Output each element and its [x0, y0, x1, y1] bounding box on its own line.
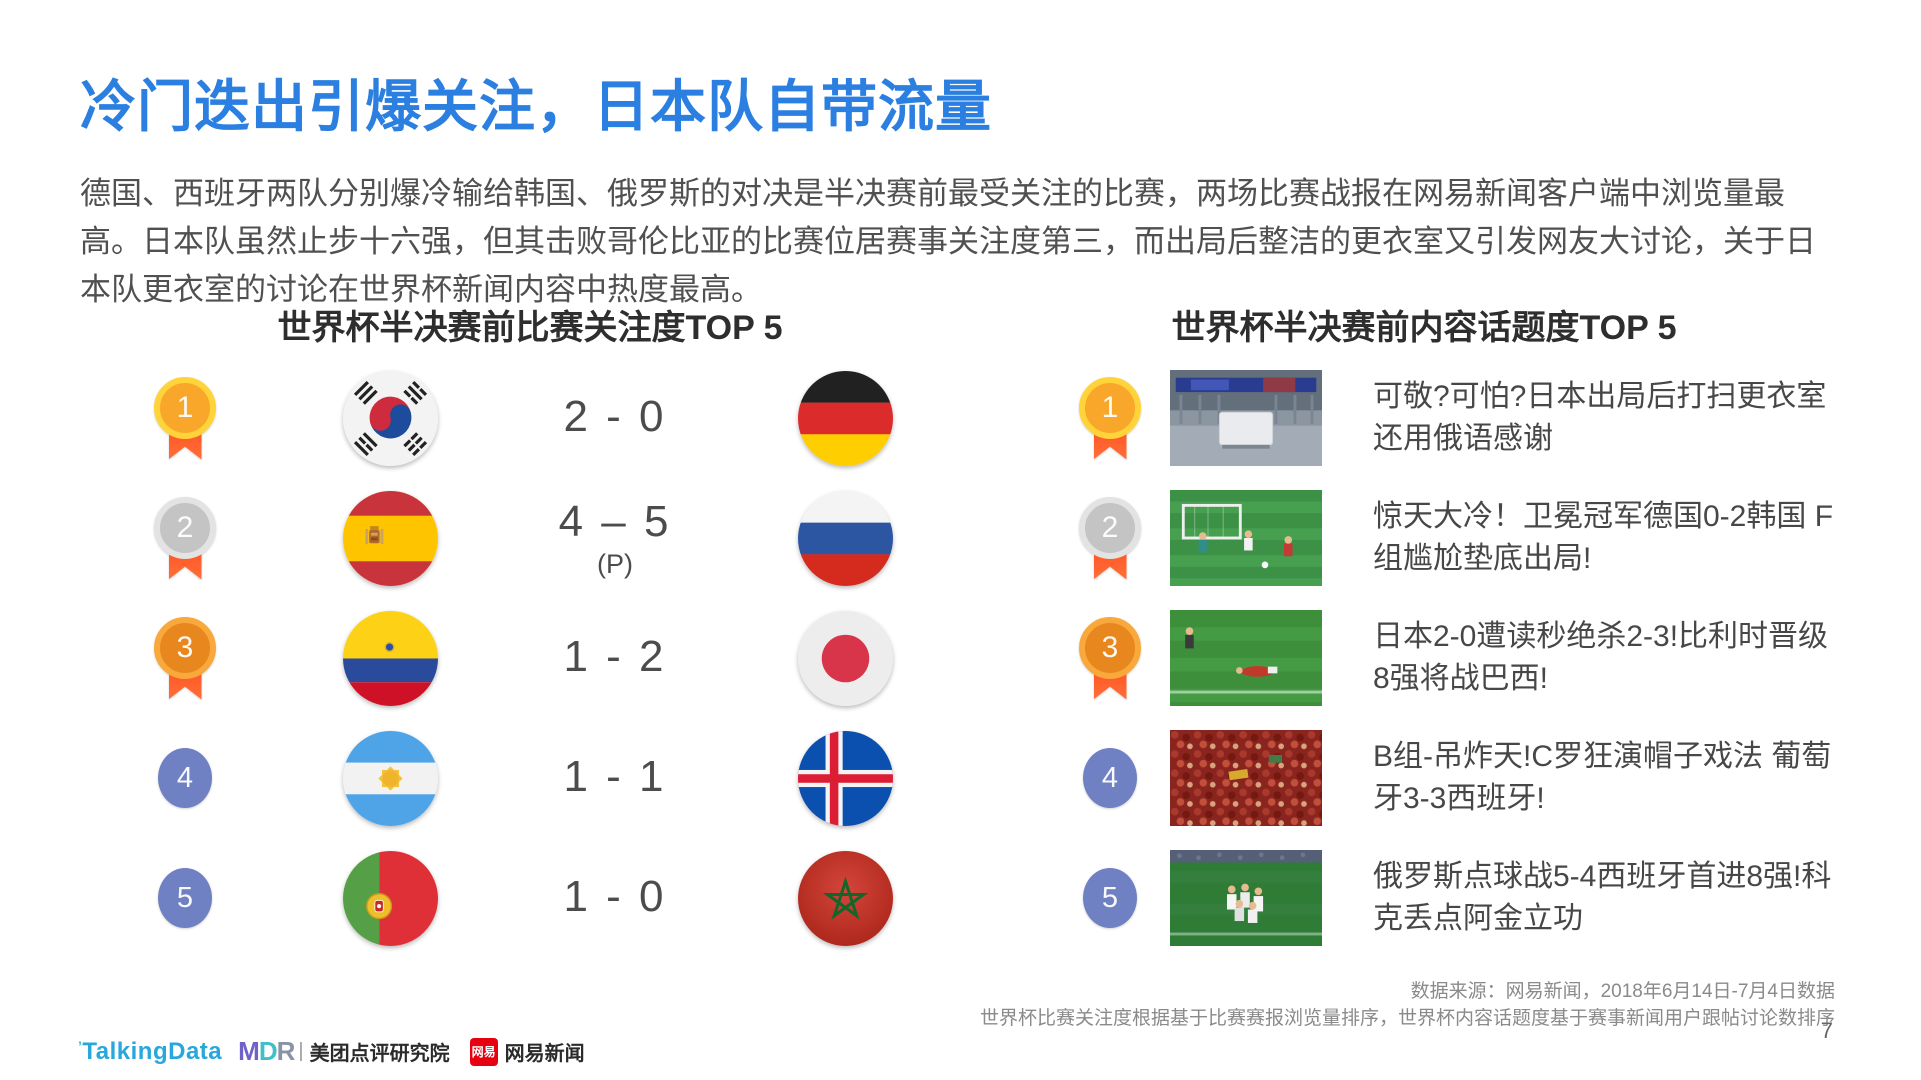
match-row-5: 5 1 - 0	[80, 838, 980, 958]
content-topic-ranking: 世界杯半决赛前内容话题度TOP 5 1	[1010, 306, 1838, 958]
match-row-4: 4 1 - 1	[80, 718, 980, 838]
flag-russia-icon	[797, 490, 893, 586]
rank-number: 4	[158, 748, 212, 808]
netease-news-label: 网易新闻	[504, 1043, 585, 1065]
news-title: 日本2-0遭读秒绝杀2-3!比利时晋级8强将战巴西!	[1373, 620, 1829, 695]
rank-number: 3	[1079, 616, 1141, 679]
match-row-3: 3 1 - 2	[80, 598, 980, 718]
rank-number: 4	[1083, 748, 1137, 808]
logo-separator: |	[298, 1040, 304, 1062]
match-score: 2 - 0	[563, 392, 667, 441]
rank-1-gold-medal-icon: 1	[1050, 376, 1170, 460]
thumbnail-locker-room-image	[1170, 370, 1322, 466]
score-cell: 4 – 5 (P)	[559, 497, 672, 580]
right-column-header: 世界杯半决赛前内容话题度TOP 5	[1171, 309, 1677, 347]
footer-logos: ’TalkingData MDR | 美团点评研究院 网易 网易新闻	[78, 1036, 585, 1067]
news-title: 俄罗斯点球战5-4西班牙首进8强!科克丢点阿金立功	[1373, 860, 1832, 935]
rank-number: 1	[154, 376, 216, 439]
flag-argentina-icon	[342, 730, 438, 826]
news-row-4: 4	[1010, 718, 1838, 838]
page-title: 冷门迭出引爆关注，日本队自带流量	[80, 75, 992, 138]
rank-number: 5	[1083, 868, 1137, 928]
match-score: 1 - 0	[563, 872, 667, 921]
score-cell: 2 - 0	[563, 392, 666, 444]
match-row-2: 2	[80, 478, 980, 598]
rank-number: 2	[1079, 496, 1141, 559]
rank-number: 1	[1079, 376, 1141, 439]
match-score: 4 – 5	[558, 496, 672, 546]
page-number: 7	[1820, 1018, 1833, 1043]
news-title: B组-吊炸天!C罗狂演帽子戏法 葡萄牙3-3西班牙!	[1373, 740, 1832, 815]
flag-portugal-icon	[342, 850, 438, 946]
news-row-2: 2	[1010, 478, 1838, 598]
rank-4-badge-icon: 4	[1050, 748, 1170, 808]
flag-germany-icon	[797, 370, 893, 466]
talkingdata-tick-icon: ’	[78, 1037, 83, 1054]
mdr-institute-label: 美团点评研究院	[309, 1043, 450, 1065]
news-row-5: 5 俄罗斯点球战5-4西班	[1010, 838, 1838, 958]
flag-iceland-icon	[797, 730, 893, 826]
mdr-mark-icon: MDR	[238, 1036, 295, 1066]
thumbnail-fans-crowd-image	[1170, 730, 1322, 826]
news-title: 惊天大冷！卫冕冠军德国0-2韩国 F组尴尬垫底出局!	[1373, 500, 1834, 575]
talkingdata-logo: ’TalkingData	[78, 1038, 222, 1066]
news-row-1: 1	[1010, 358, 1838, 478]
rank-3-bronze-medal-icon: 3	[154, 616, 216, 700]
score-cell: 1 - 0	[563, 872, 666, 924]
rank-number: 5	[158, 868, 212, 928]
rank-5-badge-icon: 5	[158, 868, 212, 928]
rank-3-bronze-medal-icon: 3	[1050, 616, 1170, 700]
content-columns: 世界杯半决赛前比赛关注度TOP 5 1	[80, 306, 1838, 958]
news-row-3: 3 日本2-0遭读秒绝杀2-3!比利时晋级8强将战巴西!	[1010, 598, 1838, 718]
thumbnail-match-goal-image	[1170, 490, 1322, 586]
rank-5-badge-icon: 5	[1050, 868, 1170, 928]
data-source-line-2: 世界杯比赛关注度根据基于比赛赛报浏览量排序，世界杯内容话题度基于赛事新闻用户跟帖…	[979, 1008, 1835, 1029]
news-title: 可敬?可怕?日本出局后打扫更衣室 还用俄语感谢	[1373, 380, 1827, 455]
match-row-1: 1	[80, 358, 980, 478]
rank-number: 2	[154, 496, 216, 559]
score-cell: 1 - 1	[563, 752, 666, 804]
flag-spain-icon	[342, 490, 438, 586]
flag-morocco-icon	[797, 850, 893, 946]
rank-2-silver-medal-icon: 2	[1050, 496, 1170, 580]
data-source-note: 数据来源：网易新闻，2018年6月14日-7月4日数据 世界杯比赛关注度根据基于…	[980, 978, 1835, 1032]
netease-badge-icon: 网易	[469, 1037, 498, 1066]
data-source-line-1: 数据来源：网易新闻，2018年6月14日-7月4日数据	[1410, 981, 1835, 1002]
intro-paragraph: 德国、西班牙两队分别爆冷输给韩国、俄罗斯的对决是半决赛前最受关注的比赛，两场比赛…	[80, 176, 1816, 307]
thumbnail-player-down-image	[1170, 610, 1322, 706]
match-score: 1 - 1	[563, 752, 667, 801]
flag-colombia-icon	[342, 610, 438, 706]
left-column-header: 世界杯半决赛前比赛关注度TOP 5	[277, 309, 783, 347]
talkingdata-wordmark: TalkingData	[82, 1037, 223, 1065]
rank-4-badge-icon: 4	[158, 748, 212, 808]
netease-news-logo: 网易 网易新闻	[469, 1037, 585, 1066]
flag-south-korea-icon	[342, 370, 438, 466]
thumbnail-celebration-image	[1170, 850, 1322, 946]
match-attention-ranking: 世界杯半决赛前比赛关注度TOP 5 1	[80, 306, 980, 958]
match-score: 1 - 2	[563, 632, 667, 681]
flag-japan-icon	[797, 610, 893, 706]
score-cell: 1 - 2	[563, 632, 666, 684]
meituan-dianping-institute-logo: MDR | 美团点评研究院	[238, 1036, 449, 1067]
rank-2-silver-medal-icon: 2	[154, 496, 216, 580]
rank-number: 3	[154, 616, 216, 679]
rank-1-gold-medal-icon: 1	[154, 376, 216, 460]
match-score-note: (P)	[597, 548, 633, 579]
